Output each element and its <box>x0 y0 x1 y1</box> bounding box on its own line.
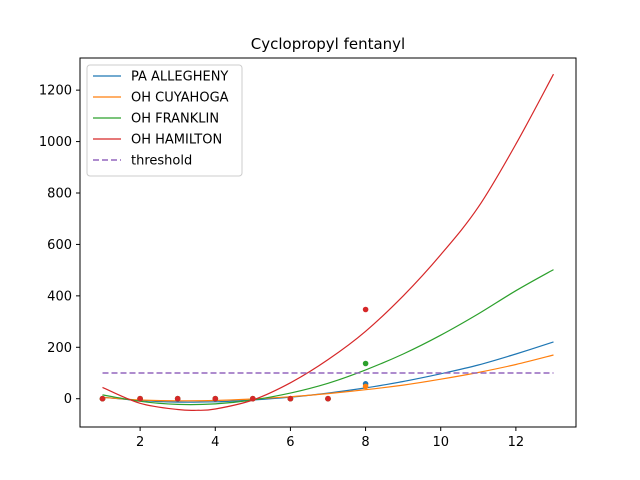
x-tick-label: 2 <box>136 435 144 450</box>
legend-frame <box>86 64 243 177</box>
legend-label-pa-allegheny: PA ALLEGHENY <box>131 70 228 85</box>
legend-label-threshold: threshold <box>131 154 192 169</box>
x-tick-label: 10 <box>432 435 449 450</box>
plot-content <box>99 73 555 412</box>
legend: PA ALLEGHENY OH CUYAHOGA OH FRANKLIN OH HAM… <box>86 64 243 177</box>
y-tick-label: 1000 <box>39 135 72 150</box>
y-tick-label: 200 <box>47 341 72 356</box>
series-points <box>99 306 369 402</box>
x-tick-label: 8 <box>361 435 369 450</box>
data-point-oh-hamilton <box>287 395 294 402</box>
series-line-oh-hamilton <box>102 73 555 412</box>
legend-label-oh-hamilton: OH HAMILTON <box>131 133 222 148</box>
x-tick-label: 4 <box>211 435 219 450</box>
y-tick-label: 1200 <box>39 84 72 99</box>
data-point-oh-cuyahoga <box>362 383 369 390</box>
y-tick-label: 800 <box>47 187 72 202</box>
x-tick-label: 6 <box>286 435 294 450</box>
data-point-oh-hamilton <box>212 395 219 402</box>
y-axis: 0 200 400 600 800 1000 1200 <box>39 84 80 407</box>
data-point-oh-hamilton <box>250 395 256 402</box>
data-point-oh-hamilton <box>362 306 369 313</box>
chart-title: Cyclopropyl fentanyl <box>251 35 405 53</box>
x-axis: 2 4 6 8 10 12 <box>136 427 524 450</box>
data-point-oh-hamilton <box>99 395 106 402</box>
data-point-oh-hamilton <box>325 395 331 402</box>
y-tick-label: 600 <box>47 238 72 253</box>
y-tick-label: 400 <box>47 289 72 304</box>
x-tick-label: 12 <box>508 435 525 450</box>
series-line-oh-cuyahoga <box>102 354 554 402</box>
axes-frame <box>79 57 577 428</box>
y-tick-label: 0 <box>64 392 72 407</box>
data-point-oh-hamilton <box>137 395 143 402</box>
data-point-oh-hamilton <box>174 395 181 402</box>
data-point-oh-franklin <box>362 360 369 367</box>
series-line-oh-franklin <box>102 269 554 406</box>
legend-label-oh-cuyahoga: OH CUYAHOGA <box>131 91 229 106</box>
legend-label-oh-franklin: OH FRANKLIN <box>131 112 219 127</box>
